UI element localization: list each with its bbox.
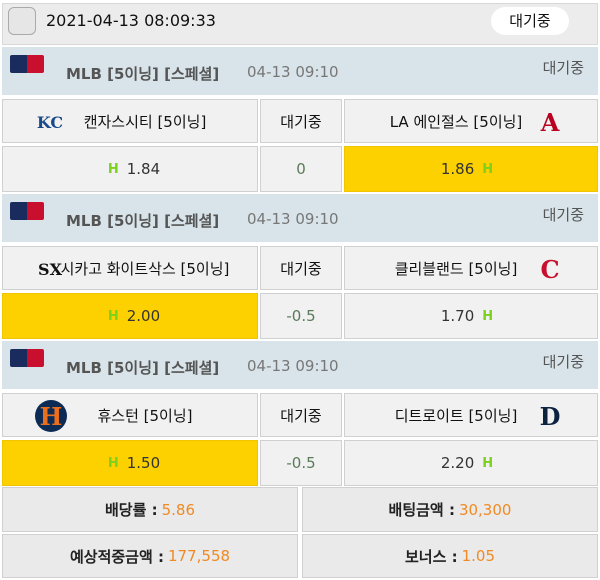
away-team-name: LA 에인절스 [5이닝] <box>389 112 523 131</box>
game-time: 04-13 09:10 <box>247 63 339 81</box>
expected-win-value: 177,558 <box>168 547 231 565</box>
home-team: KC 캔자스시티 [5이닝] <box>2 99 258 143</box>
home-team: SX 시카고 화이트삭스 [5이닝] <box>2 246 258 290</box>
away-team: 디트로이트 [5이닝] D <box>344 393 598 437</box>
away-team-name: 클리블랜드 [5이닝] <box>394 259 518 278</box>
home-odds: 1.50 <box>126 454 161 472</box>
home-team-name: 캔자스시티 [5이닝] <box>83 112 207 131</box>
game-status: 대기중 <box>542 59 584 77</box>
mlb-logo-icon <box>10 349 44 367</box>
home-odds: 1.84 <box>126 160 161 178</box>
handicap-marker: H <box>482 308 494 324</box>
away-odds-button[interactable]: 1.86 H <box>344 146 598 192</box>
handicap-marker: H <box>107 308 119 324</box>
league-header: MLB [5이닝] [스페셜] 04-13 09:10 대기중 <box>2 194 598 242</box>
bet-datetime: 2021-04-13 08:09:33 <box>46 11 216 30</box>
bonus-label: 보너스 : <box>404 547 458 566</box>
la-angels-logo-icon: A <box>540 107 560 137</box>
handicap-value: -0.5 <box>260 293 342 339</box>
home-team-name: 휴스턴 [5이닝] <box>97 406 193 425</box>
away-odds-button[interactable]: 2.20 H <box>344 440 598 486</box>
white-sox-logo-icon: SX <box>38 259 62 279</box>
handicap-value: 0 <box>260 146 342 192</box>
away-team: LA 에인절스 [5이닝] A <box>344 99 598 143</box>
expected-win-label: 예상적중금액 : <box>69 547 164 566</box>
home-odds-button[interactable]: H 2.00 <box>2 293 258 339</box>
handicap-value: -0.5 <box>260 440 342 486</box>
league-header: MLB [5이닝] [스페셜] 04-13 09:10 대기중 <box>2 47 598 95</box>
bet-amount-label: 배팅금액 : <box>388 501 455 519</box>
cleveland-logo-icon: C <box>540 254 560 284</box>
home-odds-button[interactable]: H 1.84 <box>2 146 258 192</box>
league-name: MLB [5이닝] [스페셜] <box>66 359 220 377</box>
game-status: 대기중 <box>542 353 584 371</box>
draw-label: 대기중 <box>260 393 342 437</box>
home-odds: 2.00 <box>126 307 161 325</box>
home-odds-button[interactable]: H 1.50 <box>2 440 258 486</box>
draw-label: 대기중 <box>260 99 342 143</box>
handicap-marker: H <box>482 161 494 177</box>
game-time: 04-13 09:10 <box>247 210 339 228</box>
home-team-name: 시카고 화이트삭스 [5이닝] <box>60 259 230 278</box>
away-odds-button[interactable]: 1.70 H <box>344 293 598 339</box>
total-odds-label: 배당률 : <box>104 501 158 519</box>
astros-logo-icon: H <box>35 400 67 432</box>
total-odds-value: 5.86 <box>161 500 196 519</box>
league-name: MLB [5이닝] [스페셜] <box>66 212 220 230</box>
tigers-logo-icon: D <box>539 401 561 431</box>
draw-label: 대기중 <box>260 246 342 290</box>
bet-amount: 배팅금액 :30,300 <box>302 487 598 532</box>
expected-win: 예상적중금액 :177,558 <box>2 534 298 578</box>
league-header: MLB [5이닝] [스페셜] 04-13 09:10 대기중 <box>2 341 598 389</box>
away-team-name: 디트로이트 [5이닝] <box>394 406 518 425</box>
mlb-logo-icon <box>10 55 44 73</box>
away-team: 클리블랜드 [5이닝] C <box>344 246 598 290</box>
game-time: 04-13 09:10 <box>247 357 339 375</box>
handicap-marker: H <box>482 455 494 471</box>
handicap-marker: H <box>107 455 119 471</box>
select-checkbox[interactable] <box>8 7 36 35</box>
bonus-value: 1.05 <box>461 547 496 565</box>
handicap-marker: H <box>107 161 119 177</box>
status-badge: 대기중 <box>491 7 569 35</box>
league-name: MLB [5이닝] [스페셜] <box>66 65 220 83</box>
away-odds: 1.86 <box>440 160 475 178</box>
kc-royals-logo-icon: KC <box>36 112 64 132</box>
bet-amount-value: 30,300 <box>458 500 512 519</box>
bonus: 보너스 :1.05 <box>302 534 598 578</box>
total-odds: 배당률 :5.86 <box>2 487 298 532</box>
away-odds: 1.70 <box>440 307 475 325</box>
away-odds: 2.20 <box>440 454 475 472</box>
home-team: H 휴스턴 [5이닝] <box>2 393 258 437</box>
mlb-logo-icon <box>10 202 44 220</box>
game-status: 대기중 <box>542 206 584 224</box>
